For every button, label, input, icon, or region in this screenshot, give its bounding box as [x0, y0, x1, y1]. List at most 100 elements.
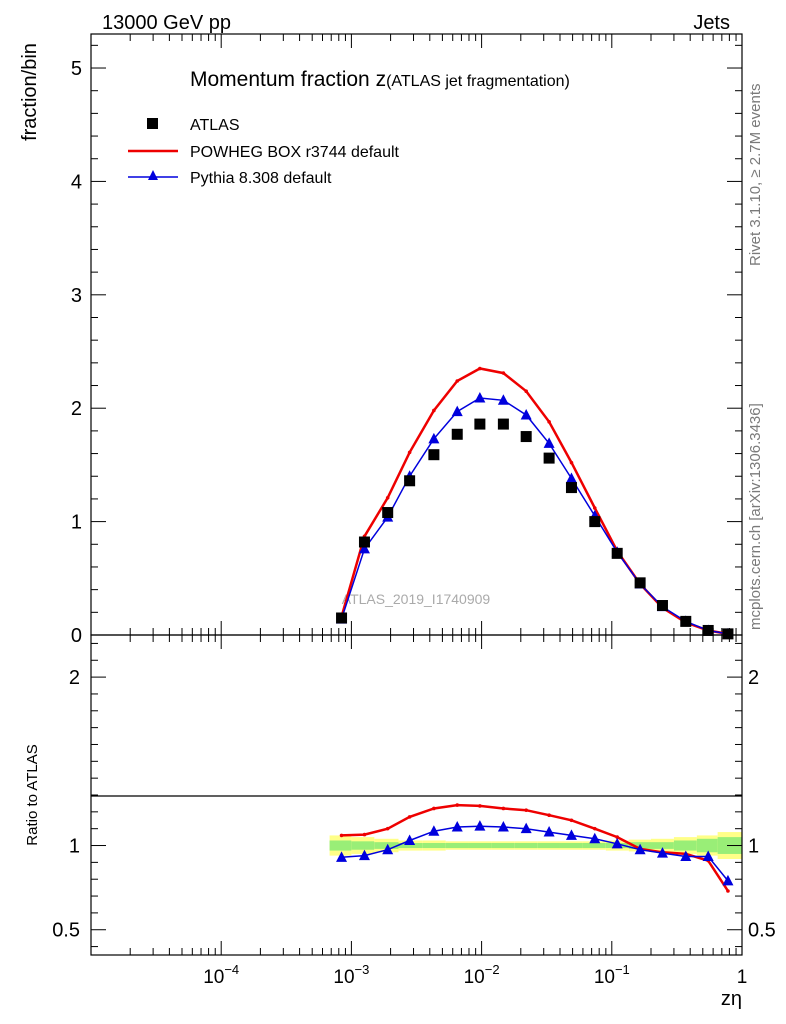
mcplots-text: mcplots.cern.ch [arXiv:1306.3436]: [747, 403, 764, 630]
x-tick-label-exponent: −3: [355, 962, 370, 977]
pythia-ratio-point: [404, 834, 416, 845]
inner-band-segment: [582, 843, 606, 849]
x-tick-label-exponent: −1: [615, 962, 630, 977]
ratio-y-tick-label: 0.5: [52, 920, 80, 942]
inner-band-segment: [398, 843, 423, 849]
pythia-point: [474, 392, 486, 403]
powheg-point: [407, 450, 412, 455]
pythia-point: [565, 472, 577, 484]
powheg-point: [432, 408, 436, 413]
powheg-point: [501, 371, 506, 375]
x-axis-label: zη: [721, 988, 742, 1010]
main-series-group: [336, 366, 734, 640]
inner-band-segment: [445, 843, 469, 849]
powheg-point: [385, 495, 390, 500]
powheg-ratio-point: [615, 835, 619, 839]
powheg-point: [524, 389, 528, 393]
pythia-point: [428, 432, 440, 444]
pythia-point: [497, 394, 509, 405]
pythia-ratio-point: [451, 821, 463, 832]
main-y-tick-labels: 0 1 2 3 4 5: [71, 58, 82, 647]
powheg-ratio-point: [569, 818, 574, 823]
main-frame: [90, 33, 743, 636]
inner-band-segment: [491, 843, 515, 849]
inner-band-segment: [374, 842, 399, 849]
powheg-ratio-point: [592, 826, 597, 831]
main-y-axis-label: fraction/bin: [19, 43, 41, 141]
powheg-ratio-point: [524, 808, 528, 812]
x-tick-label-base: 1: [737, 967, 748, 988]
powheg-point: [569, 460, 574, 465]
powheg-ratio-point: [432, 806, 436, 811]
pythia-ratio-point: [656, 847, 668, 858]
x-tick-label: 10−2: [464, 962, 500, 988]
powheg-ratio-point: [407, 815, 412, 819]
powheg-point: [592, 506, 597, 510]
main-y-tick-label: 1: [71, 512, 82, 534]
atlas-data-point: [404, 475, 416, 487]
atlas-data-point: [565, 482, 577, 494]
powheg-ratio-point: [455, 803, 460, 807]
pythia-ratio-point: [611, 837, 623, 849]
inner-band-segment: [650, 842, 674, 849]
pythia-ratio-point: [474, 820, 486, 831]
atlas-data-point: [497, 418, 509, 430]
atlas-data-point: [358, 536, 370, 548]
x-tick-label-exponent: −2: [485, 962, 500, 977]
ratio-axis-ticks: [90, 635, 742, 955]
pythia-ratio-point: [520, 822, 532, 834]
legend-label-powheg: POWHEG BOX r3744 default: [190, 144, 400, 161]
main-y-tick-label: 2: [71, 398, 82, 420]
powheg-ratio-point: [385, 826, 390, 831]
powheg-ratio-point: [339, 833, 344, 838]
ratio-series-group: [336, 803, 734, 893]
atlas-data-point: [382, 507, 394, 519]
pythia-ratio-point: [428, 825, 440, 836]
title-sub: (ATLAS jet fragmentation): [386, 73, 570, 90]
inner-band-segment: [559, 843, 583, 849]
pythia-ratio-point: [589, 832, 601, 844]
powheg-ratio-point: [501, 806, 506, 811]
legend: ATLAS POWHEG BOX r3744 default Pythia 8.…: [128, 117, 400, 187]
atlas-data-point: [611, 547, 623, 559]
header-right: Jets: [693, 12, 730, 34]
x-tick-label-base: 10: [594, 967, 615, 988]
pythia-ratio-point: [634, 843, 646, 855]
pythia-ratio-point: [702, 850, 714, 861]
main-y-tick-label: 5: [71, 58, 82, 80]
pythia-ratio-point: [336, 851, 348, 862]
pythia-ratio-point: [497, 821, 509, 832]
inner-band-segment: [422, 843, 446, 849]
rivet-version-text: Rivet 3.1.10, ≥ 2.7M events: [747, 84, 764, 267]
main-panel: 0 1 2 3 4 5 fraction/bin Momentum fraction z(…: [19, 33, 743, 647]
powheg-ratio-point: [726, 889, 730, 893]
legend-marker-atlas: [147, 118, 158, 129]
ratio-y-tick-label-right: 0.5: [748, 920, 776, 942]
main-axis-ticks: [90, 34, 742, 636]
atlas-data-point: [336, 612, 348, 624]
powheg-ratio-point: [547, 813, 551, 818]
legend-label-pythia: Pythia 8.308 default: [190, 170, 332, 187]
powheg-ratio-line: [341, 803, 730, 892]
main-chart-title: Momentum fraction z(ATLAS jet fragmentat…: [190, 68, 570, 91]
legend-label-atlas: ATLAS: [190, 117, 240, 134]
ratio-frame: [90, 634, 743, 956]
pythia-point: [520, 409, 532, 420]
x-tick-label: 10−4: [203, 962, 239, 988]
pythia-ratio-point: [565, 829, 577, 840]
inner-band-segment: [468, 843, 492, 849]
powheg-point: [478, 366, 482, 371]
x-tick-label-exponent: −4: [224, 962, 239, 977]
inner-band-segment: [514, 843, 538, 849]
title-main: Momentum fraction z: [190, 68, 386, 91]
powheg-point: [455, 379, 460, 383]
x-tick-label-base: 10: [333, 967, 354, 988]
ratio-y-tick-label-right: 1: [748, 836, 759, 858]
ratio-y-tick-label-right: 2: [748, 667, 759, 689]
atlas-data-point: [680, 615, 692, 627]
inner-band-segment: [696, 838, 718, 853]
pythia-ratio-point: [358, 849, 370, 861]
ratio-y-tick-labels: 0.5 0.5 1 1 2 2: [52, 667, 776, 942]
ratio-panel: 0.5 0.51 12 2 10−4 10−3 10−2 10−1 1 Ratio to AT…: [24, 634, 776, 1010]
pythia-ratio-point: [382, 843, 394, 855]
